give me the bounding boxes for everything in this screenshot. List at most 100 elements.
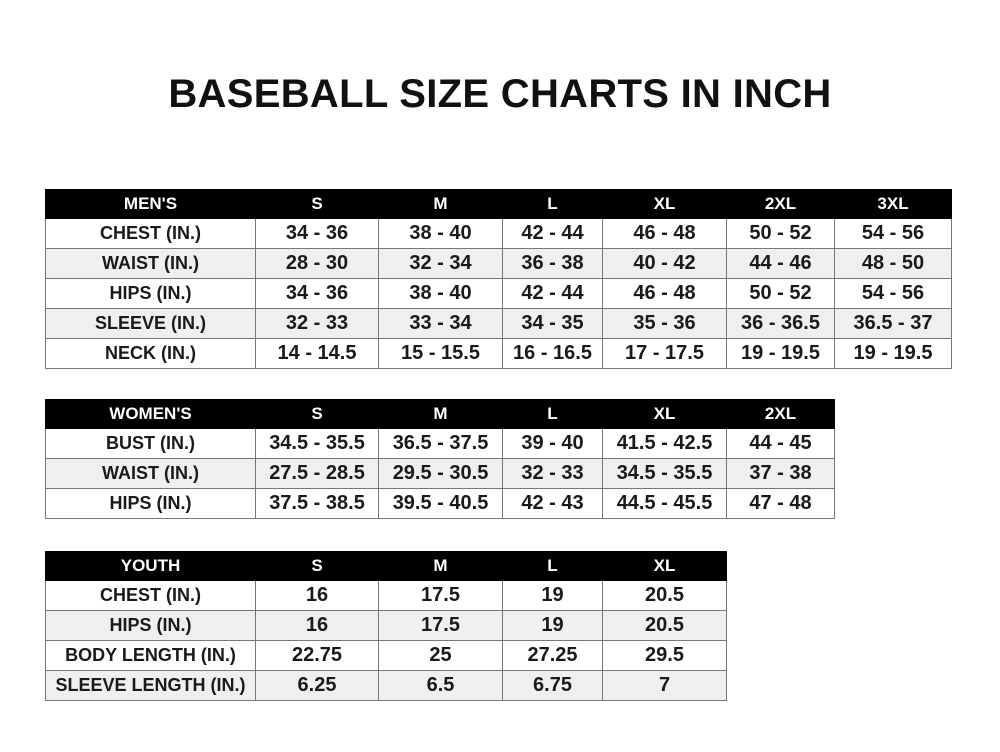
header-row: WOMEN'S S M L XL 2XL — [45, 399, 835, 429]
table-row: NECK (IN.) 14 - 14.5 15 - 15.5 16 - 16.5 17 … — [45, 338, 952, 369]
size-value: 34.5 - 35.5 — [255, 428, 379, 459]
size-value: 39.5 - 40.5 — [378, 488, 503, 519]
size-value: 25 — [378, 640, 503, 671]
size-value: 17 - 17.5 — [602, 338, 727, 369]
size-value: 15 - 15.5 — [378, 338, 503, 369]
table-row: WAIST (IN.) 27.5 - 28.5 29.5 - 30.5 32 - 33… — [45, 458, 835, 489]
size-value: 41.5 - 42.5 — [602, 428, 727, 459]
size-header: M — [378, 189, 503, 219]
measurement-label: HIPS (IN.) — [45, 278, 256, 309]
size-value: 37.5 - 38.5 — [255, 488, 379, 519]
size-value: 17.5 — [378, 610, 503, 641]
size-value: 34 - 36 — [255, 218, 379, 249]
measurement-label: HIPS (IN.) — [45, 610, 256, 641]
header-row: MEN'S S M L XL 2XL 3XL — [45, 189, 952, 219]
size-value: 39 - 40 — [502, 428, 603, 459]
size-value: 47 - 48 — [726, 488, 835, 519]
size-header: L — [502, 189, 603, 219]
measurement-label: CHEST (IN.) — [45, 218, 256, 249]
size-value: 36.5 - 37.5 — [378, 428, 503, 459]
size-value: 16 — [255, 580, 379, 611]
size-value: 17.5 — [378, 580, 503, 611]
size-value: 36 - 38 — [502, 248, 603, 279]
table-row: WAIST (IN.) 28 - 30 32 - 34 36 - 38 40 - 42 4… — [45, 248, 952, 279]
size-value: 16 - 16.5 — [502, 338, 603, 369]
size-value: 29.5 - 30.5 — [378, 458, 503, 489]
size-header: 3XL — [834, 189, 952, 219]
size-header: XL — [602, 189, 727, 219]
size-value: 22.75 — [255, 640, 379, 671]
size-header: XL — [602, 399, 727, 429]
size-value: 20.5 — [602, 580, 727, 611]
size-value: 44 - 45 — [726, 428, 835, 459]
table-row: HIPS (IN.) 37.5 - 38.5 39.5 - 40.5 42 - 43 4… — [45, 488, 835, 519]
measurement-label: HIPS (IN.) — [45, 488, 256, 519]
size-value: 37 - 38 — [726, 458, 835, 489]
size-header: 2XL — [726, 399, 835, 429]
size-value: 50 - 52 — [726, 278, 835, 309]
size-value: 19 — [502, 580, 603, 611]
size-value: 20.5 — [602, 610, 727, 641]
size-header: M — [378, 551, 503, 581]
size-value: 34.5 - 35.5 — [602, 458, 727, 489]
category-header: WOMEN'S — [45, 399, 256, 429]
page-title: BASEBALL SIZE CHARTS IN INCH — [168, 72, 832, 116]
size-value: 7 — [602, 670, 727, 701]
table-row: SLEEVE (IN.) 32 - 33 33 - 34 34 - 35 35 - 36… — [45, 308, 952, 339]
size-value: 54 - 56 — [834, 218, 952, 249]
size-value: 48 - 50 — [834, 248, 952, 279]
size-value: 34 - 36 — [255, 278, 379, 309]
size-value: 32 - 33 — [502, 458, 603, 489]
size-header: S — [255, 551, 379, 581]
youth-size-table: YOUTH S M L XL CHEST (IN.) 16 17.5 19 20.5 HIPS (I… — [45, 551, 727, 701]
size-value: 6.75 — [502, 670, 603, 701]
size-value: 27.25 — [502, 640, 603, 671]
size-value: 36 - 36.5 — [726, 308, 835, 339]
size-value: 14 - 14.5 — [255, 338, 379, 369]
size-value: 44.5 - 45.5 — [602, 488, 727, 519]
category-header: YOUTH — [45, 551, 256, 581]
measurement-label: WAIST (IN.) — [45, 458, 256, 489]
size-value: 36.5 - 37 — [834, 308, 952, 339]
size-value: 38 - 40 — [378, 278, 503, 309]
measurement-label: CHEST (IN.) — [45, 580, 256, 611]
size-value: 33 - 34 — [378, 308, 503, 339]
size-value: 50 - 52 — [726, 218, 835, 249]
mens-size-table: MEN'S S M L XL 2XL 3XL CHEST (IN.) 34 - 36 38 - 4… — [45, 189, 952, 369]
measurement-label: SLEEVE LENGTH (IN.) — [45, 670, 256, 701]
measurement-label: SLEEVE (IN.) — [45, 308, 256, 339]
size-value: 38 - 40 — [378, 218, 503, 249]
size-value: 29.5 — [602, 640, 727, 671]
size-value: 46 - 48 — [602, 218, 727, 249]
size-value: 44 - 46 — [726, 248, 835, 279]
size-value: 34 - 35 — [502, 308, 603, 339]
size-header: S — [255, 189, 379, 219]
size-value: 28 - 30 — [255, 248, 379, 279]
header-row: YOUTH S M L XL — [45, 551, 727, 581]
size-value: 16 — [255, 610, 379, 641]
size-header: XL — [602, 551, 727, 581]
size-value: 27.5 - 28.5 — [255, 458, 379, 489]
table-row: HIPS (IN.) 16 17.5 19 20.5 — [45, 610, 727, 641]
size-header: S — [255, 399, 379, 429]
size-header: 2XL — [726, 189, 835, 219]
table-row: CHEST (IN.) 34 - 36 38 - 40 42 - 44 46 - 48 5… — [45, 218, 952, 249]
size-value: 46 - 48 — [602, 278, 727, 309]
size-value: 6.5 — [378, 670, 503, 701]
size-value: 42 - 44 — [502, 278, 603, 309]
size-header: L — [502, 551, 603, 581]
measurement-label: BODY LENGTH (IN.) — [45, 640, 256, 671]
table-row: HIPS (IN.) 34 - 36 38 - 40 42 - 44 46 - 48 50… — [45, 278, 952, 309]
womens-size-table: WOMEN'S S M L XL 2XL BUST (IN.) 34.5 - 35.5 36.5… — [45, 399, 835, 519]
size-header: L — [502, 399, 603, 429]
size-header: M — [378, 399, 503, 429]
table-row: SLEEVE LENGTH (IN.) 6.25 6.5 6.75 7 — [45, 670, 727, 701]
size-value: 32 - 33 — [255, 308, 379, 339]
size-value: 35 - 36 — [602, 308, 727, 339]
table-row: BUST (IN.) 34.5 - 35.5 36.5 - 37.5 39 - 40 4… — [45, 428, 835, 459]
category-header: MEN'S — [45, 189, 256, 219]
measurement-label: WAIST (IN.) — [45, 248, 256, 279]
size-value: 32 - 34 — [378, 248, 503, 279]
size-value: 19 - 19.5 — [726, 338, 835, 369]
table-row: BODY LENGTH (IN.) 22.75 25 27.25 29.5 — [45, 640, 727, 671]
